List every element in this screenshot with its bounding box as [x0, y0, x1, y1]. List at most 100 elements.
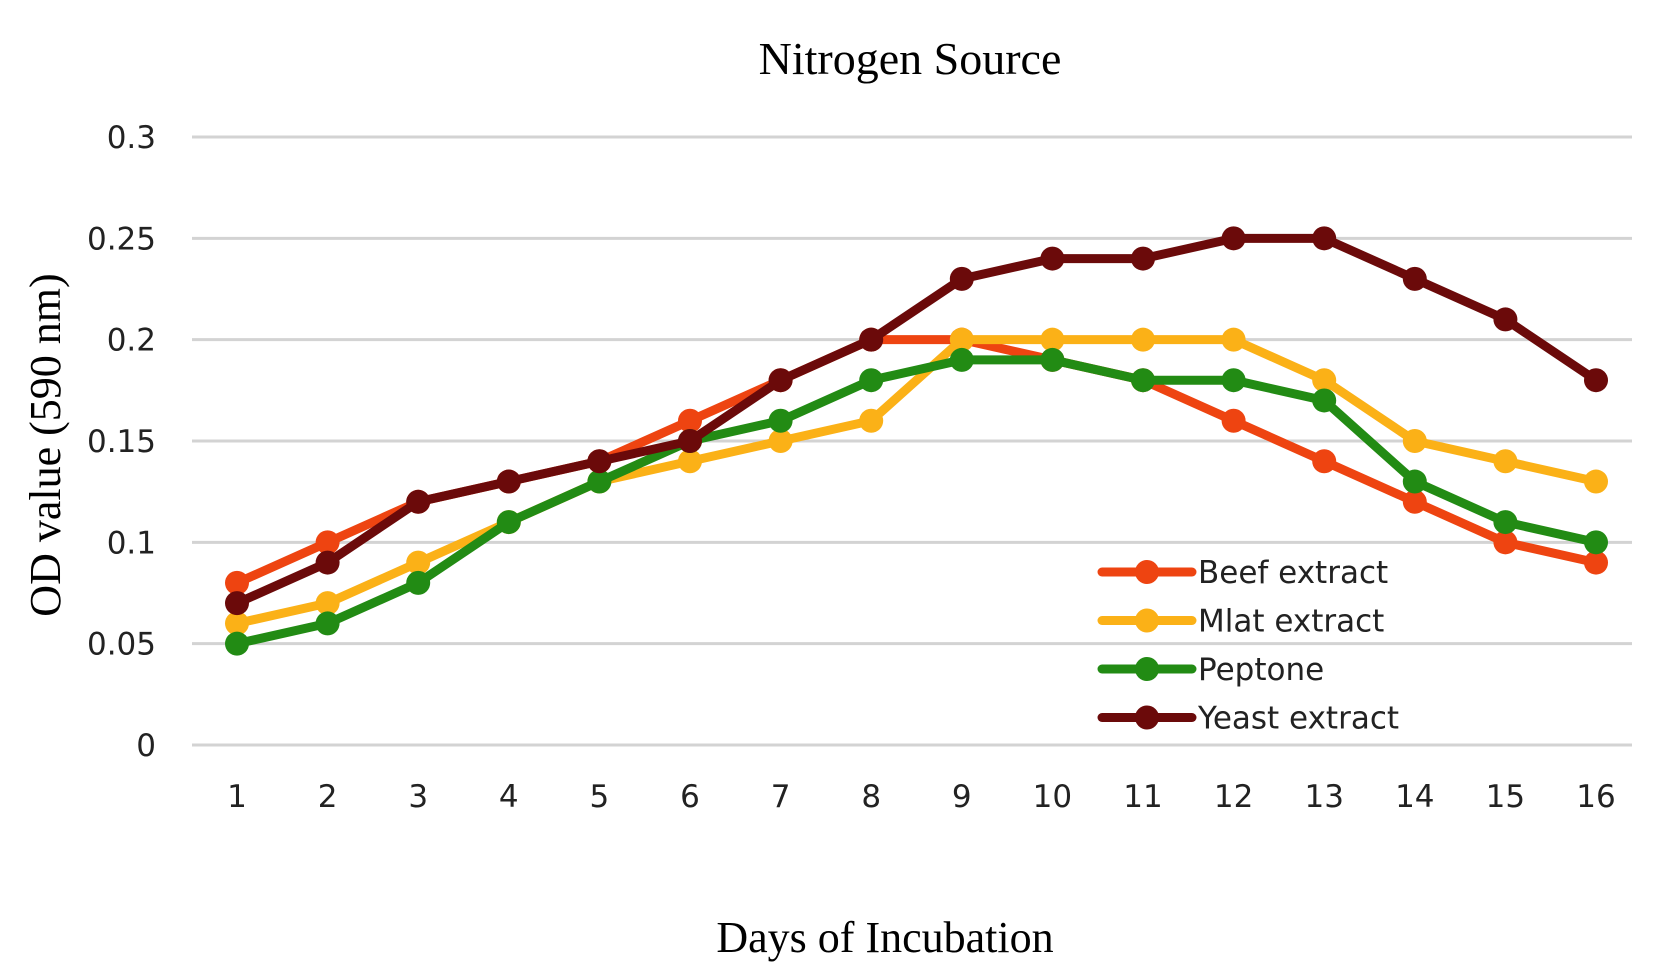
legend-item: Beef extract [1097, 555, 1388, 591]
x-tick-label: 3 [408, 779, 428, 815]
x-tick-label: 12 [1214, 779, 1253, 815]
data-point [768, 368, 793, 393]
data-point [406, 550, 431, 575]
y-tick-label: 0.2 [107, 323, 156, 359]
y-axis-ticks: 0 0.05 0.1 0.15 0.2 0.25 0.3 [87, 120, 156, 764]
data-point [315, 550, 340, 575]
x-tick-label: 4 [499, 779, 519, 815]
data-point [1493, 307, 1518, 332]
x-tick-label: 5 [590, 779, 610, 815]
legend-swatch-marker [1135, 657, 1159, 681]
data-point [225, 570, 249, 595]
series-line [232, 355, 1601, 649]
legend: Beef extract Mlat extract Peptone Yeast ext… [1097, 555, 1399, 737]
x-tick-label: 7 [771, 779, 791, 815]
data-point [315, 611, 340, 636]
data-point [1040, 246, 1065, 271]
data-point [678, 408, 702, 433]
data-point [1402, 266, 1427, 291]
data-point [859, 327, 884, 352]
series-peptone [225, 347, 1608, 656]
data-point [315, 591, 340, 616]
data-point [225, 631, 249, 656]
data-point [1312, 449, 1337, 474]
data-point [859, 408, 884, 433]
legend-label: Beef extract [1198, 555, 1388, 591]
data-point [678, 449, 702, 474]
y-tick-label: 0.15 [87, 424, 156, 460]
data-point [768, 408, 793, 433]
legend-swatch-marker [1135, 560, 1159, 584]
data-point [1131, 327, 1155, 352]
x-tick-label: 6 [680, 779, 700, 815]
x-tick-label: 9 [952, 779, 972, 815]
x-tick-label: 8 [861, 779, 881, 815]
legend-label: Peptone [1198, 652, 1324, 688]
data-point [859, 368, 884, 393]
data-point [1221, 368, 1246, 393]
legend-item: Peptone [1097, 652, 1324, 688]
data-point [1493, 449, 1518, 474]
series-line [232, 335, 1601, 628]
x-tick-label: 10 [1033, 779, 1072, 815]
data-point [1493, 530, 1518, 555]
x-tick-label: 16 [1576, 779, 1615, 815]
y-tick-label: 0.05 [87, 627, 156, 663]
series-group [225, 226, 1608, 656]
data-point [1584, 550, 1608, 575]
legend-label: Mlat extract [1198, 604, 1384, 640]
data-point [315, 530, 340, 555]
data-point [1040, 327, 1065, 352]
data-point [496, 469, 521, 494]
data-point [949, 327, 974, 352]
data-point [1584, 368, 1608, 393]
legend-label: Yeast extract [1197, 701, 1399, 737]
data-point [768, 429, 793, 453]
data-point [496, 510, 521, 535]
data-point [1131, 368, 1155, 393]
x-tick-label: 2 [318, 779, 338, 815]
x-tick-label: 1 [227, 779, 247, 815]
data-point [1312, 388, 1337, 413]
y-tick-label: 0.3 [107, 120, 156, 156]
y-axis-title: OD value (590 nm) [21, 273, 70, 616]
chart-title: Nitrogen Source [759, 33, 1062, 84]
data-point [406, 489, 431, 514]
data-point [225, 611, 249, 636]
data-point [1312, 226, 1337, 251]
data-point [1584, 530, 1608, 555]
series-line [232, 233, 1601, 608]
data-point [1402, 489, 1427, 514]
x-tick-label: 13 [1304, 779, 1343, 815]
data-point [587, 469, 612, 494]
legend-swatch-marker [1135, 705, 1159, 730]
legend-item: Yeast extract [1097, 701, 1399, 737]
data-point [1040, 347, 1065, 372]
data-point [1402, 429, 1427, 453]
series-mlat-extract [225, 327, 1608, 636]
data-point [1221, 226, 1246, 251]
data-point [1402, 469, 1427, 494]
y-tick-label: 0 [136, 728, 156, 764]
legend-swatch-marker [1135, 608, 1159, 633]
data-point [949, 347, 974, 372]
data-point [406, 570, 431, 595]
data-point [1312, 368, 1337, 393]
x-tick-label: 11 [1123, 779, 1162, 815]
data-point [587, 449, 612, 474]
data-point [1584, 469, 1608, 494]
x-axis-title: Days of Incubation [716, 913, 1053, 962]
data-point [1221, 327, 1246, 352]
series-yeast-extract [225, 226, 1608, 616]
y-tick-label: 0.1 [107, 525, 156, 561]
data-point [949, 266, 974, 291]
data-point [1493, 510, 1518, 535]
data-point [225, 591, 249, 616]
x-axis-ticks: 1 2 3 4 5 6 7 8 9 10 11 12 13 14 15 16 [227, 779, 1616, 815]
data-point [1221, 408, 1246, 433]
data-point [1131, 246, 1155, 271]
legend-item: Mlat extract [1097, 604, 1384, 640]
x-tick-label: 14 [1395, 779, 1434, 815]
data-point [678, 429, 702, 453]
